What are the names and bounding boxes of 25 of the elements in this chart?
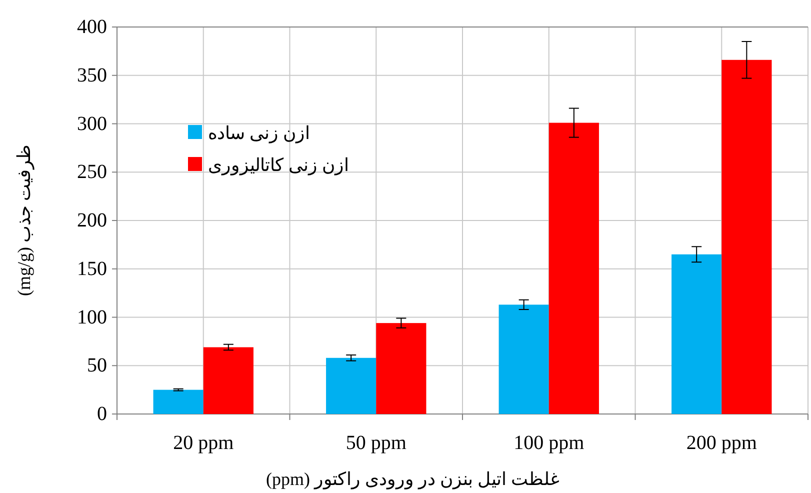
legend-label: ازن زنی ساده	[208, 123, 310, 144]
bar	[722, 60, 772, 414]
y-tick-label: 300	[77, 112, 107, 135]
x-tick-label: 100 ppm	[514, 432, 585, 454]
y-tick-label: 100	[77, 306, 107, 328]
y-tick-label: 0	[97, 403, 107, 425]
y-axis-title: ظرفیت جذب (mg/g)	[14, 144, 35, 296]
y-tick-label: 150	[77, 258, 107, 280]
bar	[672, 254, 722, 414]
bar	[498, 304, 549, 414]
bar	[203, 347, 254, 414]
bar	[548, 122, 599, 414]
y-tick-label: 250	[77, 161, 107, 184]
bar	[153, 390, 204, 414]
x-tick-label: 50 ppm	[346, 432, 407, 454]
x-tick-label: 200 ppm	[686, 432, 758, 454]
x-axis-title: غلظت اتیل بنزن در ورودی راکتور (ppm)	[266, 469, 560, 490]
y-tick-label: 200	[77, 210, 107, 232]
x-tick-label: 20 ppm	[173, 432, 234, 454]
y-tick-label: 50	[87, 354, 107, 377]
bar	[326, 358, 376, 414]
y-tick-label: 350	[77, 64, 107, 86]
bar	[376, 323, 426, 414]
legend-label: ازن زنی کاتالیزوری	[208, 155, 349, 176]
y-tick-label: 400	[77, 16, 107, 38]
